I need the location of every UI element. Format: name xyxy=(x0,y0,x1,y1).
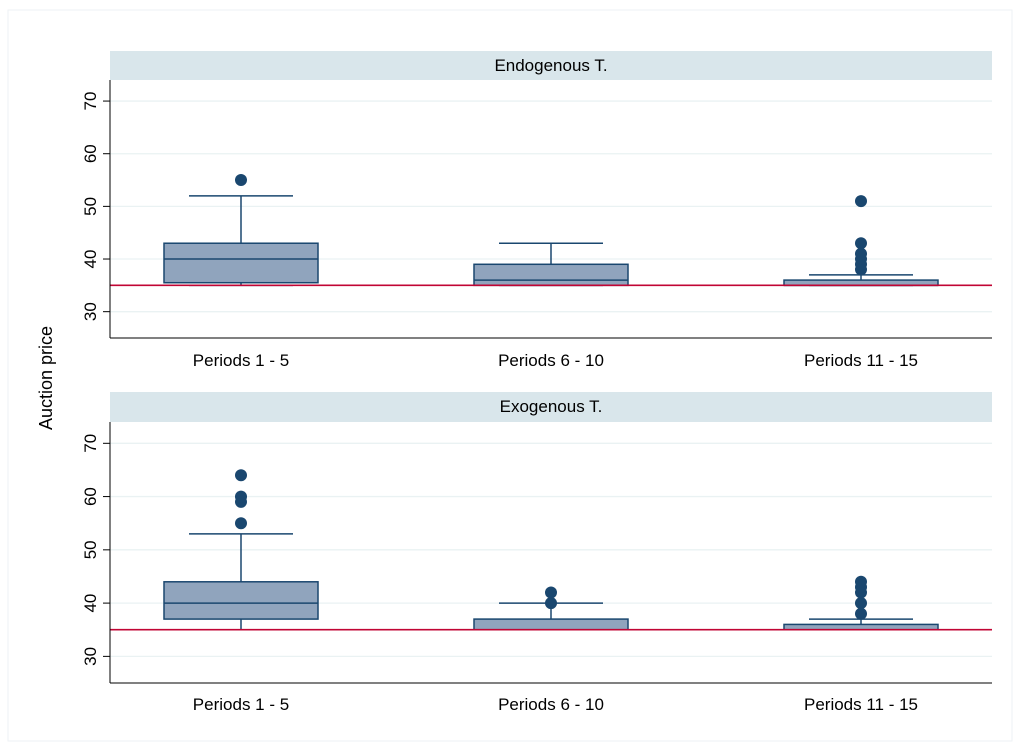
panel-title-strip xyxy=(110,392,992,422)
graph-region-frame xyxy=(7,9,1013,742)
outlier-point xyxy=(855,237,867,250)
x-tick-label: Periods 11 - 15 xyxy=(804,351,918,370)
y-axis-title: Auction price xyxy=(36,326,56,430)
outlier-point xyxy=(855,607,867,620)
panel-1: Endogenous T. 30 40 50 60 70 Periods 1 - 5 Peri… xyxy=(81,51,992,370)
outlier-point xyxy=(235,469,247,482)
outlier-point xyxy=(855,195,867,208)
y-tick-label: 60 xyxy=(81,487,100,506)
x-tick-label: Periods 1 - 5 xyxy=(193,695,289,714)
y-tick-label: 50 xyxy=(81,540,100,559)
box-iqr xyxy=(473,618,629,631)
box-1 xyxy=(163,469,319,631)
y-tick-label: 30 xyxy=(81,647,100,666)
box-iqr xyxy=(163,581,319,620)
outlier-point xyxy=(855,247,867,260)
x-tick-label: Periods 11 - 15 xyxy=(804,695,918,714)
x-tick-label: Periods 6 - 10 xyxy=(498,351,604,370)
outlier-point xyxy=(545,586,557,599)
y-tick-label: 50 xyxy=(81,197,100,216)
panel-title-strip xyxy=(110,51,992,80)
panel-title: Exogenous T. xyxy=(500,397,603,416)
outlier-point xyxy=(235,174,247,187)
x-tick-label: Periods 1 - 5 xyxy=(193,351,289,370)
y-tick-label: 30 xyxy=(81,302,100,321)
box-1 xyxy=(163,174,319,287)
panels-group: Endogenous T. 30 40 50 60 70 Periods 1 - 5 Peri… xyxy=(81,51,992,714)
y-tick-label: 70 xyxy=(81,92,100,111)
outlier-point xyxy=(235,490,247,503)
outlier-point xyxy=(855,597,867,610)
outlier-point xyxy=(855,575,867,588)
panel-title: Endogenous T. xyxy=(494,56,607,75)
y-tick-label: 60 xyxy=(81,144,100,163)
outlier-point xyxy=(545,597,557,610)
box-iqr xyxy=(163,242,319,284)
y-tick-label: 40 xyxy=(81,594,100,613)
x-tick-label: Periods 6 - 10 xyxy=(498,695,604,714)
panel-2: Exogenous T. 30 40 50 60 70 Periods 1 - 5 Perio… xyxy=(81,392,992,714)
outlier-point xyxy=(235,517,247,530)
y-tick-label: 40 xyxy=(81,250,100,269)
box-iqr xyxy=(473,263,629,287)
y-tick-label: 70 xyxy=(81,434,100,453)
